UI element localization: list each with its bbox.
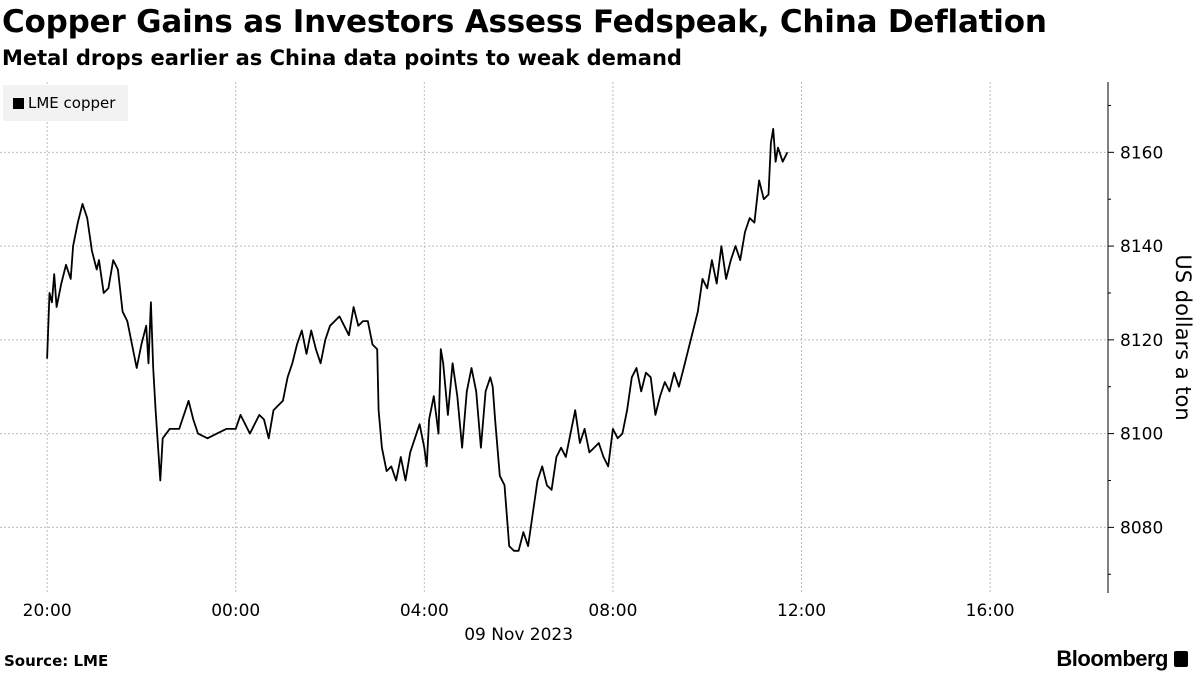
x-tick-label-0: 20:00 bbox=[23, 601, 72, 621]
x-tick-label-1: 00:00 bbox=[211, 601, 260, 621]
x-axis-date-label: 09 Nov 2023 bbox=[464, 625, 573, 645]
y-tick-label-8080: 8080 bbox=[1120, 518, 1163, 538]
bloomberg-terminal-icon bbox=[1174, 651, 1188, 667]
chart-subtitle: Metal drops earlier as China data points… bbox=[2, 46, 682, 70]
grid-lines bbox=[0, 82, 1108, 593]
y-tick-label-8160: 8160 bbox=[1120, 143, 1163, 163]
y-tick-labels: 8080 8100 8120 8140 8160 bbox=[1120, 143, 1163, 538]
x-tick-label-3: 08:00 bbox=[588, 601, 637, 621]
bloomberg-logo: Bloomberg bbox=[1056, 646, 1188, 672]
x-tick-label-4: 12:00 bbox=[777, 601, 826, 621]
chart-title: Copper Gains as Investors Assess Fedspea… bbox=[2, 4, 1047, 40]
x-tick-label-2: 04:00 bbox=[400, 601, 449, 621]
y-axis bbox=[1107, 82, 1114, 593]
y-tick-label-8120: 8120 bbox=[1120, 331, 1163, 351]
legend: LME copper bbox=[3, 85, 128, 121]
x-tick-label-5: 16:00 bbox=[966, 601, 1015, 621]
source-note: Source: LME bbox=[4, 652, 109, 670]
y-tick-label-8100: 8100 bbox=[1120, 425, 1163, 445]
legend-label-lme-copper: LME copper bbox=[28, 94, 116, 112]
legend-swatch-lme-copper bbox=[13, 97, 24, 109]
bloomberg-wordmark: Bloomberg bbox=[1056, 646, 1168, 671]
y-axis-title: US dollars a ton bbox=[1171, 254, 1195, 420]
x-tick-labels: 20:00 00:00 04:00 08:00 12:00 16:00 bbox=[23, 601, 1015, 621]
y-tick-label-8140: 8140 bbox=[1120, 237, 1163, 257]
series-line-lme-copper bbox=[46, 128, 789, 552]
